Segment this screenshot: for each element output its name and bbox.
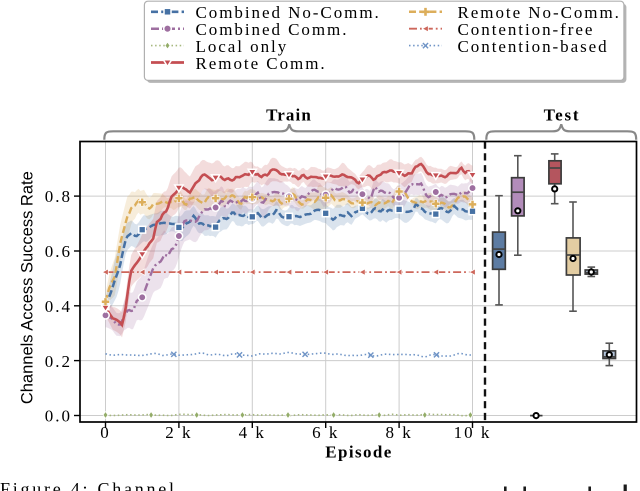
svg-text:Episode: Episode xyxy=(325,443,392,462)
svg-text:Combined Comm.: Combined Comm. xyxy=(196,20,349,39)
svg-text:0.0: 0.0 xyxy=(45,407,72,426)
svg-text:Remote No-Comm.: Remote No-Comm. xyxy=(458,3,621,22)
svg-text:0.2: 0.2 xyxy=(45,352,72,371)
svg-text:Remote Comm.: Remote Comm. xyxy=(196,54,327,73)
svg-text:Test: Test xyxy=(544,106,581,125)
svg-text:8 k: 8 k xyxy=(385,423,412,442)
svg-text:0.4: 0.4 xyxy=(45,297,72,316)
svg-text:0.6: 0.6 xyxy=(45,242,72,261)
svg-text:Contention-based: Contention-based xyxy=(458,37,609,56)
svg-text:2 k: 2 k xyxy=(165,423,192,442)
svg-text:Train: Train xyxy=(266,106,312,125)
svg-text:10 k: 10 k xyxy=(454,423,492,442)
svg-text:6 k: 6 k xyxy=(312,423,339,442)
svg-text:Contention-free: Contention-free xyxy=(458,20,595,39)
svg-text:4 k: 4 k xyxy=(239,423,266,442)
svg-text:Channels Access Success Rate: Channels Access Success Rate xyxy=(19,171,37,404)
svg-text:Combined No-Comm.: Combined No-Comm. xyxy=(196,3,381,22)
svg-text:0.8: 0.8 xyxy=(45,187,72,206)
svg-text:0: 0 xyxy=(100,423,111,442)
svg-text:Figure 4: Channel: Figure 4: Channel xyxy=(0,479,177,491)
svg-text:Local only: Local only xyxy=(196,37,289,56)
